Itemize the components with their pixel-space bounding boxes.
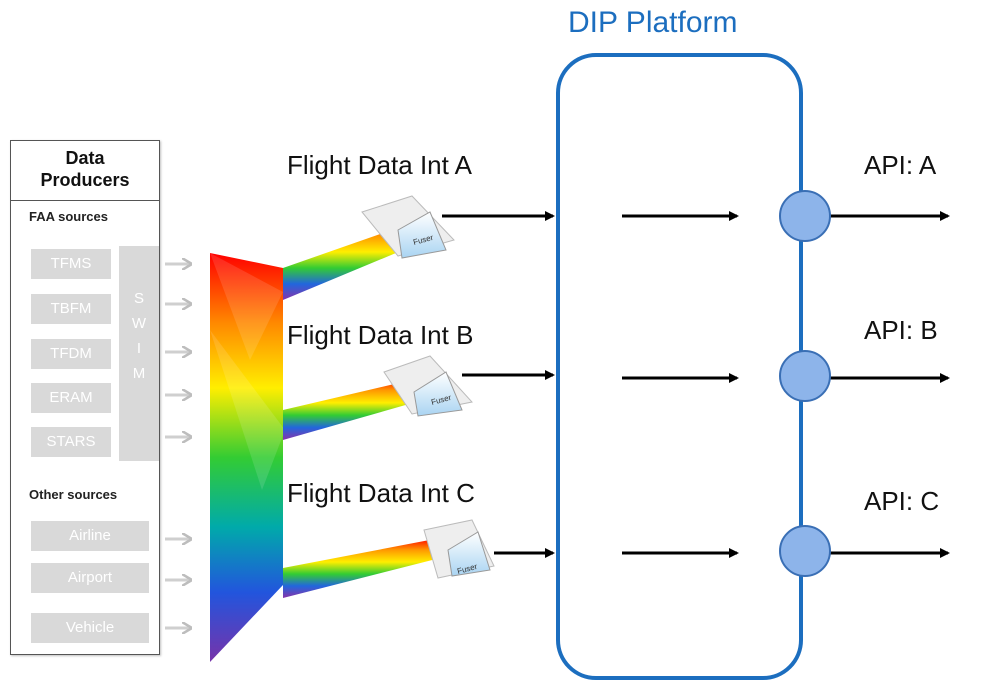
spectrum-facet bbox=[210, 253, 285, 490]
beam-b bbox=[283, 378, 430, 440]
api-node-b bbox=[779, 350, 831, 402]
source-stars: STARS bbox=[31, 427, 111, 457]
producers-title: Data Producers bbox=[11, 141, 159, 201]
api-node-c bbox=[779, 525, 831, 577]
fuser-prism-c: Fuser bbox=[423, 519, 495, 579]
internal-arrows bbox=[622, 211, 739, 558]
swim-letter: W bbox=[131, 315, 147, 332]
source-tfms: TFMS bbox=[31, 249, 111, 279]
source-tfdm: TFDM bbox=[31, 339, 111, 369]
integration-label-c: Flight Data Int C bbox=[287, 478, 475, 508]
producers-title-line1: Data bbox=[65, 148, 105, 168]
api-label-a: API: A bbox=[864, 150, 937, 180]
dip-platform-title: DIP Platform bbox=[568, 6, 738, 39]
swim-letter: S bbox=[133, 290, 144, 307]
other-sources-label: Other sources bbox=[29, 487, 118, 502]
input-arrows bbox=[442, 211, 555, 558]
source-vehicle: Vehicle bbox=[31, 613, 149, 643]
swim-letter: I bbox=[136, 340, 142, 357]
data-producers-panel: Data Producers FAA sources TFMS TBFM TFD… bbox=[10, 140, 160, 655]
source-airport: Airport bbox=[31, 563, 149, 593]
output-arrows bbox=[828, 211, 950, 558]
integration-label-b: Flight Data Int B bbox=[287, 320, 474, 350]
api-node-a bbox=[779, 190, 831, 242]
beam-c bbox=[283, 538, 448, 598]
api-label-c: API: C bbox=[864, 486, 940, 516]
source-eram: ERAM bbox=[31, 383, 111, 413]
source-airline: Airline bbox=[31, 521, 149, 551]
spectrum-splitter bbox=[210, 253, 283, 662]
fuser-prism-b: Fuser bbox=[383, 355, 473, 417]
faa-sources-label: FAA sources bbox=[29, 209, 108, 224]
swim-bar: S W I M bbox=[119, 246, 159, 461]
api-label-b: API: B bbox=[864, 315, 938, 345]
source-arrows bbox=[165, 264, 190, 628]
integration-label-a: Flight Data Int A bbox=[287, 150, 472, 180]
source-tbfm: TBFM bbox=[31, 294, 111, 324]
producers-title-line2: Producers bbox=[40, 170, 130, 190]
dip-platform-box bbox=[556, 53, 803, 680]
fuser-prism-a: Fuser bbox=[361, 195, 455, 259]
swim-letter: M bbox=[132, 365, 146, 382]
